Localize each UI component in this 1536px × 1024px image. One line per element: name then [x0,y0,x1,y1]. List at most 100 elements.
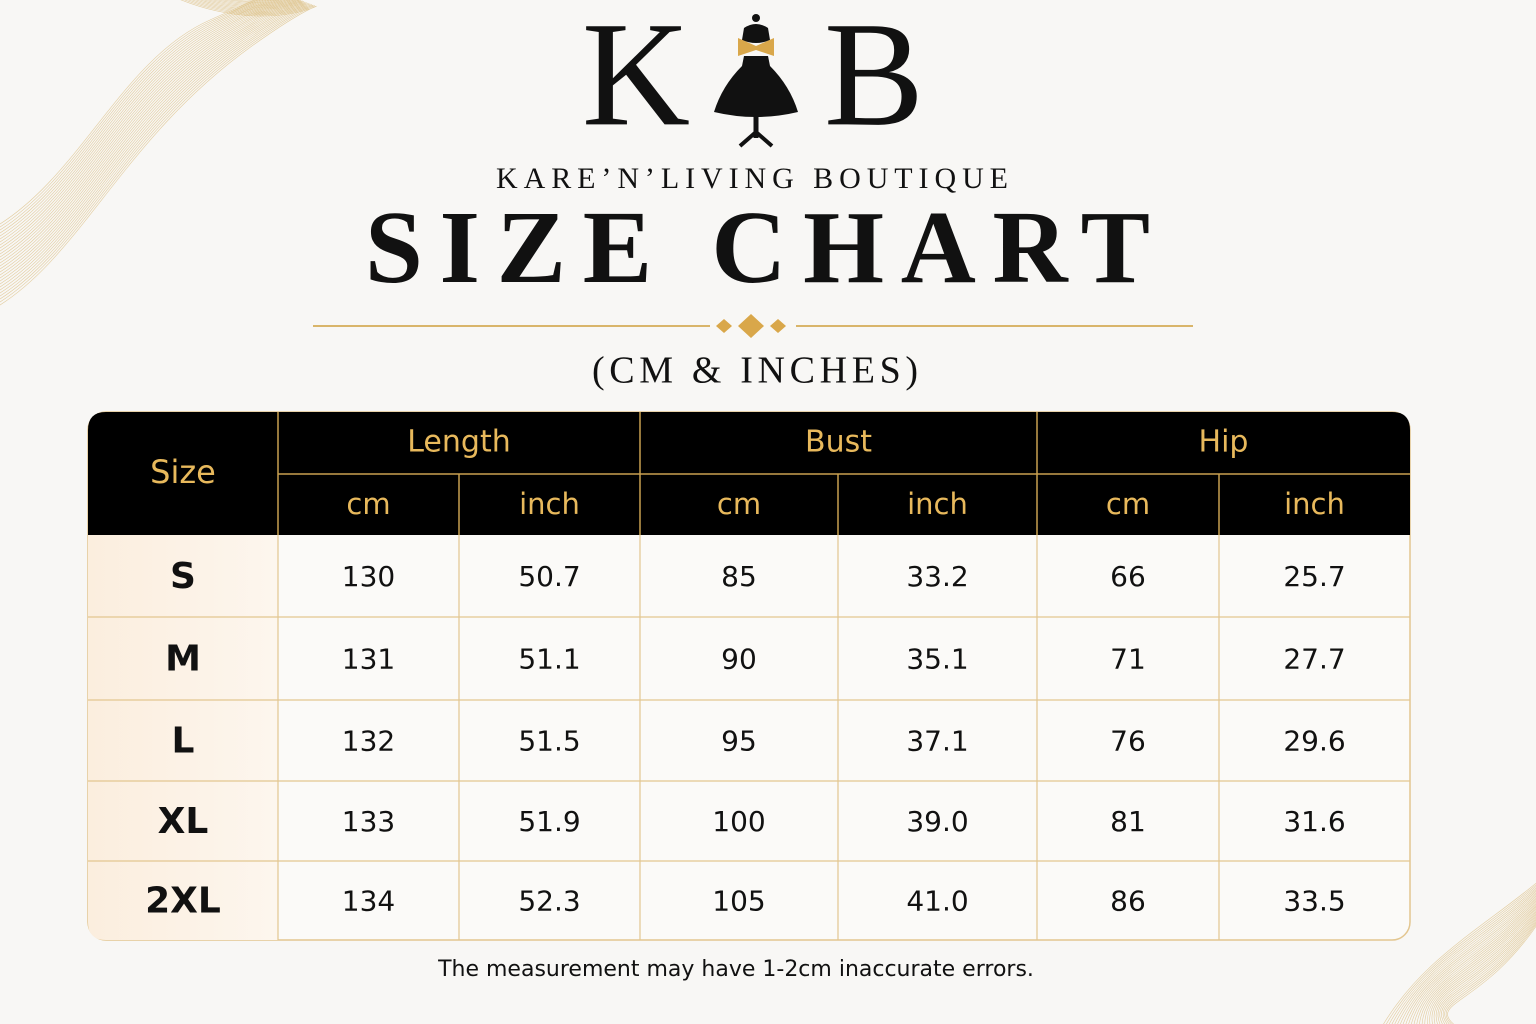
cell: 105 [712,885,765,918]
cell: 51.1 [518,643,580,676]
wave-line [0,0,261,231]
size-column [88,535,278,940]
cell: 71 [1110,643,1146,676]
wave-line [1397,890,1536,1024]
wave-line [1426,908,1536,1024]
cell: 39.0 [906,805,968,838]
wave-line [1411,898,1536,1024]
cell: 50.7 [518,560,580,593]
wave-line [0,0,312,297]
unit-header: inch [907,487,968,521]
wave-line [1435,914,1536,1024]
wave-line [0,0,309,291]
cell: 29.6 [1283,725,1345,758]
cell: 133 [342,805,395,838]
wave-line [0,0,272,243]
unit-header: cm [346,487,390,521]
wave-line [1408,897,1536,1024]
cell: 66 [1110,560,1146,593]
cell: 41.0 [906,885,968,918]
wave-line [1439,917,1536,1024]
cell: 90 [721,643,757,676]
size-label: S [170,556,196,597]
footnote: The measurement may have 1-2cm inaccurat… [437,957,1034,982]
cell: 33.5 [1283,885,1345,918]
group-header: Hip [1199,425,1249,460]
wave-line [0,0,300,273]
wave-line [0,0,259,228]
cell: 85 [721,560,757,593]
unit-header: inch [519,487,580,521]
wave-line [1413,900,1536,1024]
wave-line [1445,924,1536,1024]
wave-line [0,0,314,300]
wave-line [0,0,297,270]
unit-header: cm [1106,487,1150,521]
cell: 100 [712,805,765,838]
cell: 134 [342,885,395,918]
cell: 86 [1110,885,1146,918]
cell: 51.5 [518,725,580,758]
wave-line [0,0,289,261]
wave-line [0,0,286,258]
wave-line [1419,903,1536,1024]
size-label: M [165,639,201,680]
group-header: Length [407,425,510,460]
wave-line [0,0,311,294]
wave-line [0,0,306,285]
size-header: Size [150,453,216,491]
cell: 37.1 [906,725,968,758]
wave-line [1383,882,1536,1024]
wave-line [1441,919,1536,1024]
wave-line [1388,886,1536,1024]
wave-line [0,0,275,246]
wave-line [1405,895,1536,1024]
wave-line [1402,893,1536,1024]
cell: 130 [342,560,395,593]
wave-line [1431,911,1536,1024]
cell: 25.7 [1283,560,1345,593]
wave-line [1433,912,1536,1024]
wave-line [1447,925,1536,1024]
cell: 52.3 [518,885,580,918]
subtitle: (CM & INCHES) [592,350,918,392]
cell: 81 [1110,805,1146,838]
cell: 76 [1110,725,1146,758]
wave-line [0,0,295,267]
cell: 27.7 [1283,643,1345,676]
table: Size Length cm inch Bust cm inch Hip cm inch S 130 5… [87,411,1411,941]
wave-line [1444,922,1536,1024]
size-label: L [172,721,195,762]
wave-line [0,0,270,240]
cell: 31.6 [1283,805,1345,838]
size-label: XL [158,801,209,842]
wave-line [1429,909,1536,1024]
wave-line [1424,906,1536,1024]
logo-letter: B [824,0,924,157]
wave-line [0,0,303,279]
cell: 35.1 [906,643,968,676]
wave-line [0,0,267,237]
wave-line [1416,901,1536,1024]
wave-line [0,0,317,306]
unit-header: inch [1284,487,1345,521]
wave-line [0,0,315,303]
cell: 131 [342,643,395,676]
wave-line [1400,892,1536,1024]
wave-line [0,0,278,249]
wave-line [0,0,292,264]
divider [313,314,1193,338]
wave-line [0,0,302,276]
size-label: 2XL [145,881,221,922]
dress-icon [714,14,798,148]
cell: 95 [721,725,757,758]
wave-line [0,0,283,255]
cell: 132 [342,725,395,758]
brand-name: KARE’N’LIVING BOUTIQUE [496,162,1008,195]
group-header: Bust [805,425,872,460]
wave-line [0,0,308,288]
wave-line [1391,887,1536,1024]
wave-line [1421,905,1536,1024]
wave-line [1437,916,1536,1024]
